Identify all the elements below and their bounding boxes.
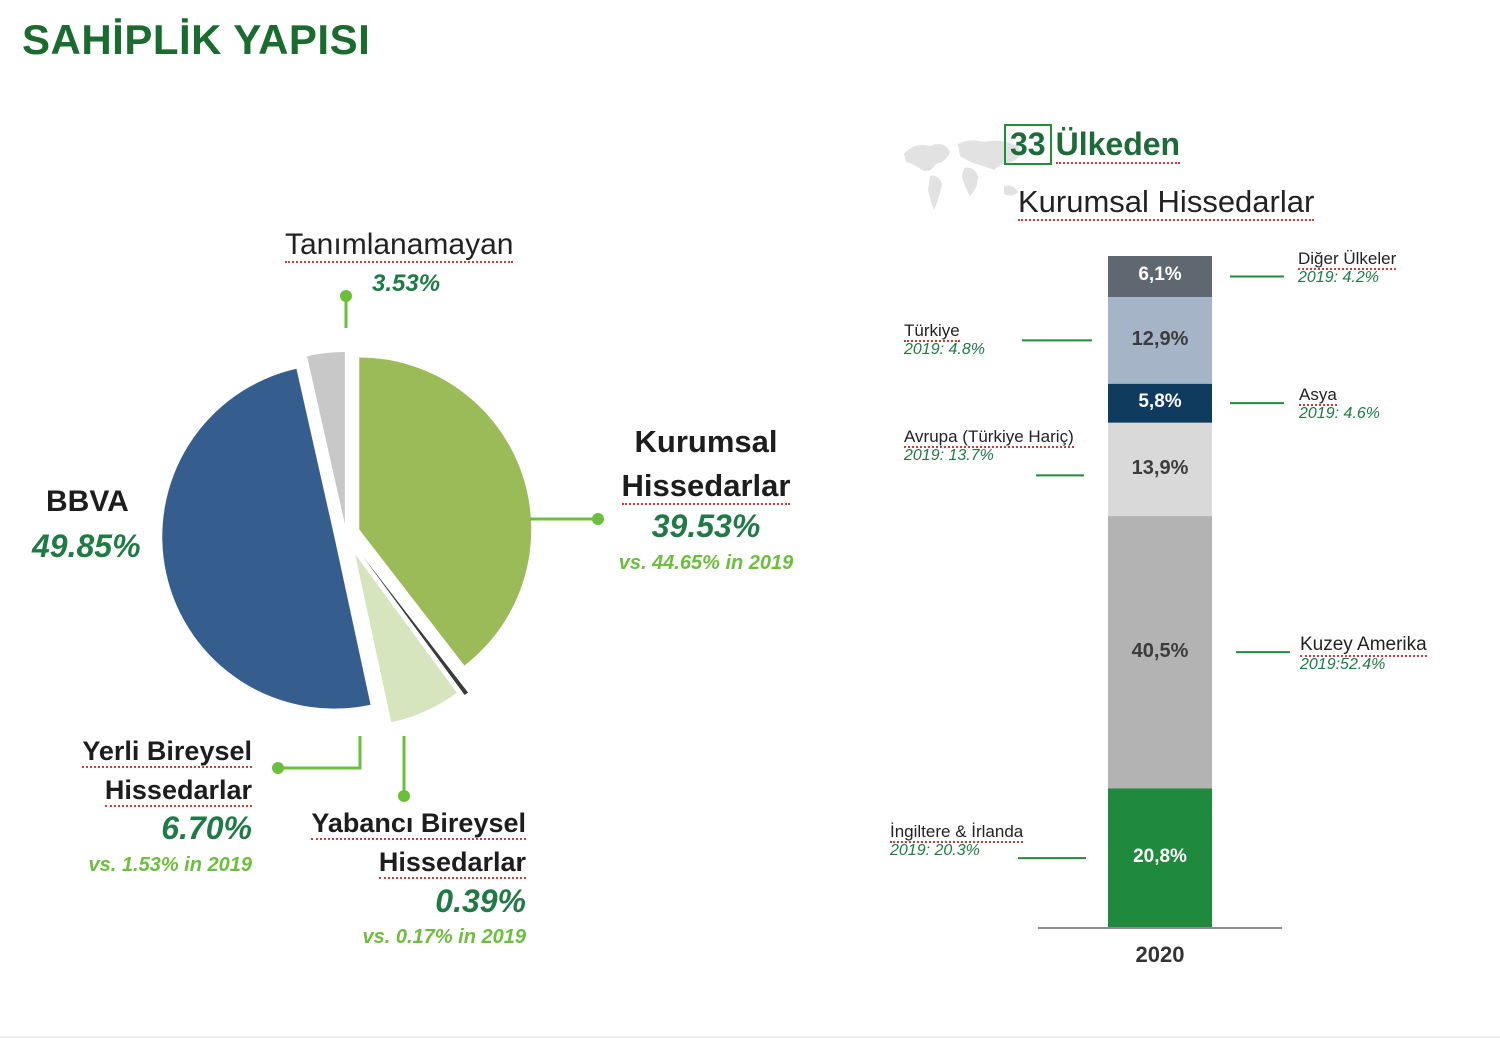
leader-dot-yerli — [272, 762, 284, 774]
bar-name-asya: Asya — [1299, 385, 1337, 406]
leader-yerli — [278, 736, 362, 770]
bar-value-label-diger: 6,1% — [1138, 264, 1182, 286]
bar-value-label-kuzey-amerika: 40,5% — [1131, 640, 1189, 663]
page-title: SAHİPLİK YAPISI — [22, 16, 371, 63]
bar-prev-kuzey-amerika: 2019:52.4% — [1300, 656, 1386, 673]
bar-prev-ingiltere: 2019: 20.3% — [890, 842, 980, 859]
bar-legend-turkiye: Türkiye 2019: 4.8% — [904, 321, 985, 359]
bar-legend-asya: Asya 2019: 4.6% — [1299, 385, 1380, 423]
leader-dot-yabanci — [398, 790, 410, 802]
label-tanim-name: Tanımlanamayan — [285, 228, 514, 263]
bar-header-line1: 33 Ülkeden — [1004, 124, 1181, 165]
pie-slice-yabanci — [362, 556, 469, 696]
bar-name-ingiltere: İngiltere & İrlanda — [890, 822, 1024, 843]
bar-prev-diger: 2019: 4.2% — [1298, 269, 1379, 286]
pie-slice-yerli — [355, 554, 457, 723]
bar-name-turkiye: Türkiye — [904, 321, 960, 342]
label-yerli-line1: Yerli Bireysel — [82, 736, 252, 768]
bar-name-avrupa: Avrupa (Türkiye Hariç) — [904, 427, 1074, 448]
label-yabanci-name: Yabancı Bireysel Hissedarlar — [296, 804, 526, 882]
label-yerli-pct: 6.70% — [161, 810, 252, 846]
bar-legend-diger: Diğer Ülkeler 2019: 4.2% — [1298, 249, 1397, 287]
bar-segment-4 — [1108, 296, 1212, 384]
pie-slice-bbva — [162, 368, 371, 709]
world-map-icon — [904, 140, 1020, 210]
bar-segment-3 — [1108, 383, 1212, 423]
bar-prev-asya: 2019: 4.6% — [1299, 405, 1380, 422]
bar-header-line2: Kurumsal Hissedarlar — [1018, 184, 1315, 221]
bar-value-label-turkiye: 12,9% — [1131, 328, 1189, 351]
label-yabanci-line1: Yabancı Bireysel — [311, 808, 526, 840]
bar-value-label-asya: 5,8% — [1138, 391, 1182, 413]
bar-name-diger: Diğer Ülkeler — [1298, 249, 1397, 270]
bar-segment-0 — [1108, 788, 1212, 928]
label-yerli-prev: vs. 1.53% in 2019 — [88, 854, 252, 876]
label-kurumsal-name: Kurumsal Hissedarlar — [598, 420, 814, 508]
label-yerli-line2: Hissedarlar — [104, 775, 252, 807]
bar-legend-ingiltere: İngiltere & İrlanda 2019: 20.3% — [890, 822, 1024, 860]
label-kurumsal-pct: 39.53% — [651, 508, 761, 544]
bar-name-kuzey-amerika: Kuzey Amerika — [1300, 634, 1427, 657]
pie-leader-lines — [278, 296, 598, 796]
bar-value-label-avrupa: 13,9% — [1131, 457, 1189, 480]
leader-dot-kurumsal — [592, 513, 604, 525]
label-tanim-pct: 3.53% — [372, 270, 441, 297]
label-kurumsal-prev: vs. 44.65% in 2019 — [618, 552, 794, 574]
bar-segment-1 — [1108, 516, 1212, 789]
leader-dot-tanim — [340, 290, 352, 302]
bar-value-label-ingiltere: 20,8% — [1133, 846, 1187, 868]
country-count-badge: 33 — [1004, 124, 1052, 165]
bar-legend-kuzey-amerika: Kuzey Amerika 2019:52.4% — [1300, 634, 1427, 674]
bar-prev-turkiye: 2019: 4.8% — [904, 341, 985, 358]
bar-year-label: 2020 — [1135, 942, 1185, 967]
bar-prev-avrupa: 2019: 13.7% — [904, 447, 994, 464]
bar-legend-avrupa: Avrupa (Türkiye Hariç) 2019: 13.7% — [904, 427, 1074, 465]
label-kurumsal-line2: Hissedarlar — [621, 468, 791, 505]
bar-segment-2 — [1108, 422, 1212, 517]
label-yabanci-line2: Hissedarlar — [378, 847, 526, 879]
label-yabanci-pct: 0.39% — [435, 883, 526, 919]
label-kurumsal-line1: Kurumsal — [634, 424, 778, 459]
footer-divider — [0, 1036, 1500, 1038]
label-bbva-pct: 49.85% — [32, 528, 141, 564]
pie-slice-tanim — [307, 352, 345, 525]
bar-header-ulkeden: Ülkeden — [1055, 126, 1181, 164]
pie-slice-kurumsal — [359, 357, 532, 666]
label-yerli-name: Yerli Bireysel Hissedarlar — [40, 732, 252, 810]
label-yabanci-prev: vs. 0.17% in 2019 — [362, 926, 526, 948]
label-bbva-name: BBVA — [46, 485, 129, 518]
bar-segment-5 — [1108, 256, 1212, 297]
